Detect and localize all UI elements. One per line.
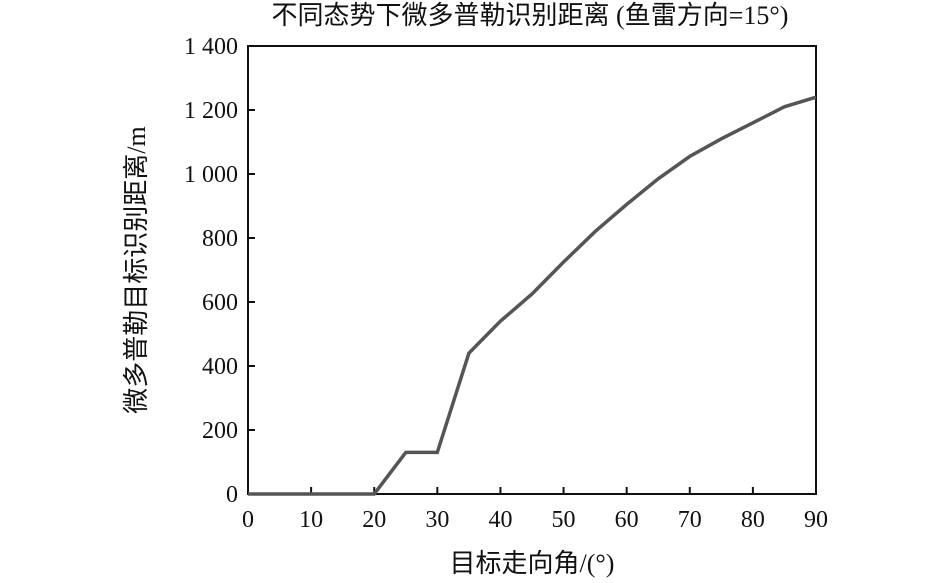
x-tick-label: 0 (242, 507, 254, 533)
y-axis-label: 微多普勒目标识别距离/m (122, 126, 151, 413)
y-tick-label: 1 000 (184, 162, 238, 188)
y-tick-label: 800 (202, 226, 238, 252)
x-tick-label: 60 (615, 507, 639, 533)
plot-frame (247, 45, 817, 495)
y-tick-label: 0 (226, 482, 238, 508)
x-tick-label: 90 (804, 507, 828, 533)
y-tick-label: 1 400 (184, 34, 238, 60)
x-tick-label: 50 (552, 507, 576, 533)
y-tick-label: 1 200 (184, 98, 238, 124)
x-axis-ticks: 0 10 20 30 40 50 60 70 80 90 (242, 487, 828, 533)
y-tick-label: 200 (202, 418, 238, 444)
x-tick-label: 80 (741, 507, 765, 533)
y-tick-label: 600 (202, 290, 238, 316)
series-layer (248, 95, 817, 496)
x-axis-label: 目标走向角/(°) (450, 549, 615, 578)
x-tick-label: 20 (362, 507, 386, 533)
x-tick-label: 30 (425, 507, 449, 533)
x-tick-label: 10 (299, 507, 323, 533)
series-line (248, 95, 817, 496)
x-tick-label: 40 (488, 507, 512, 533)
y-axis-ticks: 0 200 400 600 800 1 000 1 200 1 400 (184, 34, 255, 508)
x-tick-label: 70 (678, 507, 702, 533)
y-tick-label: 400 (202, 354, 238, 380)
chart-title: 不同态势下微多普勒识别距离 (鱼雷方向=15°) (272, 1, 789, 30)
